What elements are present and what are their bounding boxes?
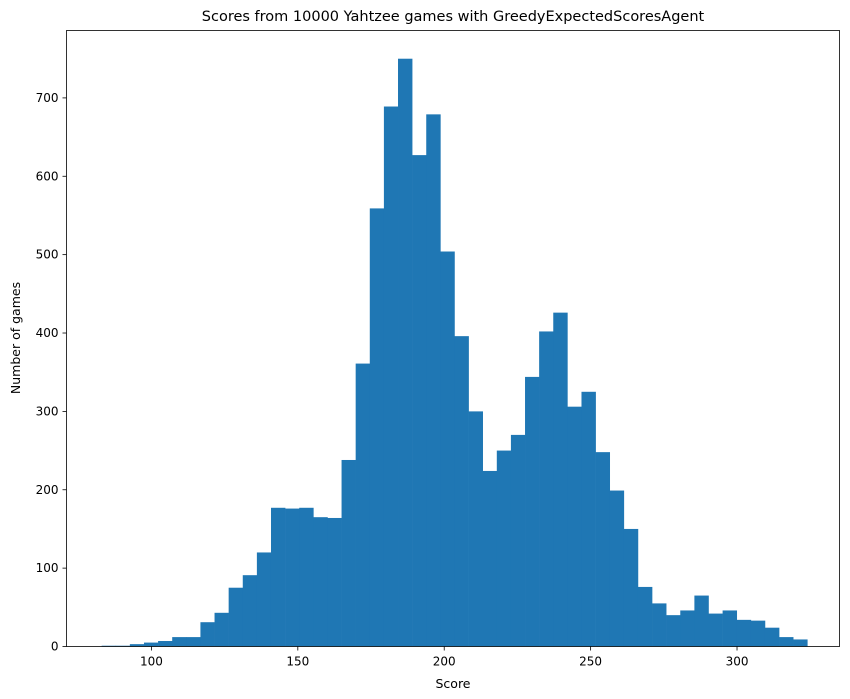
histogram-bar <box>510 434 526 647</box>
x-tick-label: 200 <box>433 655 456 669</box>
histogram-bar <box>482 470 498 647</box>
histogram-bar <box>750 620 766 647</box>
histogram-bar <box>369 208 385 647</box>
histogram-bar <box>270 507 286 647</box>
histogram-bar <box>496 450 512 647</box>
histogram-bar <box>200 622 215 647</box>
histogram-bar <box>186 637 201 647</box>
histogram-bar <box>764 627 780 647</box>
histogram-bar <box>299 507 314 647</box>
histogram-bar <box>694 595 709 647</box>
y-tick-label: 100 <box>36 561 59 575</box>
y-tick-label: 400 <box>36 326 59 340</box>
histogram-bar <box>793 639 808 647</box>
histogram-bar <box>228 587 244 647</box>
histogram-bar <box>623 528 639 647</box>
histogram-bar <box>440 251 455 647</box>
histogram-bar <box>327 517 342 647</box>
histogram-bar <box>553 312 568 647</box>
histogram-bar <box>383 106 399 647</box>
y-tick-label: 0 <box>51 640 59 654</box>
histogram-bar <box>129 644 145 647</box>
histogram-bar <box>398 58 413 647</box>
histogram-bar <box>426 114 441 647</box>
histogram-bar <box>609 490 625 647</box>
histogram-bar <box>581 391 596 647</box>
histogram-bar <box>143 642 159 647</box>
histogram-bar <box>779 637 794 647</box>
x-tick-label: 250 <box>579 655 602 669</box>
histogram-bar <box>722 610 738 647</box>
histogram-bar <box>242 575 258 647</box>
histogram-bar <box>285 508 300 647</box>
histogram-bar <box>567 406 582 647</box>
histogram-bar <box>158 641 173 647</box>
histogram-bar <box>595 452 611 647</box>
y-axis-label: Number of games <box>8 282 23 394</box>
histogram-bar <box>313 517 328 647</box>
histogram-bar <box>539 331 554 647</box>
histogram-bar <box>412 155 427 647</box>
x-axis-label: Score <box>435 676 470 691</box>
y-tick-label: 600 <box>36 169 59 183</box>
plot-frame <box>66 30 840 647</box>
x-tick-label: 100 <box>140 655 163 669</box>
x-tick-label: 150 <box>286 655 309 669</box>
bars-group <box>101 58 808 647</box>
histogram-bar <box>680 610 695 647</box>
y-tick-label: 700 <box>36 91 59 105</box>
histogram-bar <box>736 619 752 647</box>
x-tick-label: 300 <box>726 655 749 669</box>
histogram-bar <box>341 459 356 647</box>
histogram-bar <box>525 376 540 647</box>
histogram-bar <box>454 336 469 647</box>
histogram-bar <box>468 411 483 647</box>
histogram-bar <box>708 613 723 647</box>
histogram-bar <box>256 552 272 647</box>
y-tick-label: 500 <box>36 248 59 262</box>
x-axis: 100 150 200 250 300 <box>140 646 749 669</box>
chart-title: Scores from 10000 Yahtzee games with Gre… <box>202 9 705 25</box>
y-axis: 0 100 200 300 400 500 600 700 <box>36 91 67 654</box>
histogram-bar <box>666 615 681 647</box>
histogram-bar <box>214 612 229 647</box>
histogram-bar <box>172 637 187 647</box>
y-tick-label: 300 <box>36 404 59 418</box>
y-tick-label: 200 <box>36 483 59 497</box>
histogram-bar <box>652 603 667 647</box>
histogram-bar <box>637 586 653 647</box>
histogram-bar <box>355 363 371 647</box>
